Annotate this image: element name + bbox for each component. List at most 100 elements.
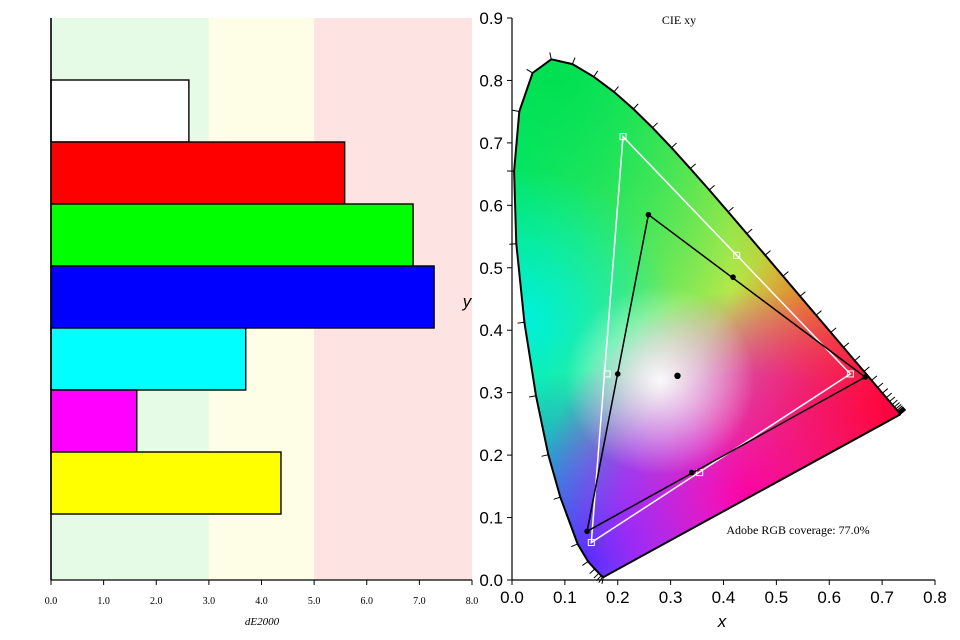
cie-y-tick-label: 0.2: [479, 446, 503, 465]
bar-2: [50, 203, 414, 267]
wavelength-tick: [843, 342, 850, 348]
reference-gamut-point: [587, 539, 595, 547]
bar-x-tick-label: 4.0: [255, 596, 268, 607]
wavelength-tick: [633, 103, 639, 110]
measured-gamut-point: [645, 211, 652, 218]
cie-y-tick-label: 0.3: [479, 384, 503, 403]
cie-x-tick-label: 0.2: [606, 588, 630, 607]
wavelength-tick: [529, 395, 537, 398]
bar-1: [50, 141, 346, 205]
wavelength-tick: [690, 163, 696, 169]
wavelength-tick: [899, 408, 906, 414]
cie-x-tick-label: 0.6: [817, 588, 841, 607]
wavelength-tick: [652, 122, 658, 129]
wavelength-tick: [898, 407, 905, 413]
bar-x-tick-label: 8.0: [466, 596, 479, 607]
wavelength-tick: [613, 86, 619, 93]
cie-y-tick-label: 0.1: [479, 509, 503, 528]
cie-y-tick-label: 0.5: [479, 259, 503, 278]
bar-x-tick-label: 6.0: [361, 596, 374, 607]
cie-y-tick-label: 0.4: [479, 321, 503, 340]
bar-x-tick-label: 3.0: [203, 596, 216, 607]
measured-gamut-point: [614, 371, 621, 377]
measured-gamut-point: [862, 374, 869, 380]
cie-y-tick-label: 0.0: [479, 571, 503, 590]
cie-y-tick-label: 0.6: [479, 196, 503, 215]
cie-x-tick-label: 0.7: [870, 588, 894, 607]
spectral-locus-fill: [514, 59, 901, 578]
wavelength-tick: [570, 543, 578, 548]
wavelength-tick: [893, 402, 900, 408]
cie-x-tick-label: 0.3: [659, 588, 683, 607]
cie-x-axis-label: x: [717, 612, 727, 631]
reference-gamut-point: [733, 251, 741, 259]
wavelength-tick: [871, 375, 878, 381]
wavelength-tick: [885, 392, 892, 399]
cie-title: CIE xy: [662, 13, 696, 27]
wavelength-tick: [854, 355, 861, 361]
wavelength-tick: [593, 572, 600, 579]
cie-x-tick-label: 0.0: [500, 588, 524, 607]
wavelength-tick: [589, 568, 596, 575]
wavelength-tick: [526, 68, 533, 74]
cie-y-tick-label: 0.8: [479, 71, 503, 90]
reference-gamut-triangle: [590, 134, 852, 544]
reference-gamut-point: [619, 133, 627, 141]
bar-x-tick-label: 0.0: [45, 596, 58, 607]
wavelength-tick: [897, 406, 904, 412]
bar-x-axis-label: dE2000: [245, 616, 280, 628]
reference-gamut-point: [846, 370, 854, 378]
wavelength-tick: [764, 250, 771, 256]
wavelength-tick: [889, 396, 896, 402]
wavelength-tick: [671, 142, 677, 149]
measured-gamut-point: [730, 274, 736, 280]
cie-x-tick-label: 0.4: [712, 588, 736, 607]
cie-y-tick-label: 0.9: [479, 9, 503, 28]
bar-x-tick-label: 5.0: [308, 596, 321, 607]
wavelength-tick: [900, 409, 907, 415]
cie-xy-chart: 0.0 0.1 0.2 0.3 0.4 0.5 0.6 0.7 0.8 0.0 0.1 0.2 0.3 0…: [462, 9, 947, 631]
measured-gamut-point: [688, 469, 695, 476]
coverage-annotation: Adobe RGB coverage: 77.0%: [726, 523, 869, 537]
wavelength-tick: [746, 228, 753, 235]
wavelength-tick: [863, 366, 870, 372]
wavelength-tick: [882, 388, 889, 394]
wavelength-tick: [895, 403, 902, 410]
cie-x-tick-label: 0.1: [553, 588, 577, 607]
wavelength-tick: [830, 327, 837, 333]
wavelength-ticks: [507, 52, 907, 584]
measured-gamut-point: [584, 528, 590, 535]
wavelength-tick: [896, 405, 903, 411]
white-point: [674, 372, 681, 380]
wavelength-tick: [877, 382, 884, 388]
cie-y-tick-label: 0.7: [479, 134, 503, 153]
bar-x-tick-label: 2.0: [150, 596, 163, 607]
bar-x-tick-label: 1.0: [97, 596, 110, 607]
wavelength-tick: [815, 310, 822, 316]
wavelength-tick: [512, 109, 520, 113]
wavelength-tick: [782, 271, 789, 277]
wavelength-tick: [582, 561, 589, 566]
wavelength-tick: [898, 407, 905, 414]
wavelength-tick: [799, 291, 806, 297]
wavelength-tick: [727, 206, 734, 213]
wavelength-tick: [571, 57, 576, 65]
wavelength-tick: [553, 496, 561, 500]
bar-3: [50, 265, 435, 329]
cie-y-axis-label: y: [462, 292, 473, 311]
bar-4: [50, 327, 247, 391]
cie-x-tick-label: 0.8: [923, 588, 947, 607]
cie-x-tick-label: 0.5: [765, 588, 789, 607]
bar-0: [50, 79, 190, 143]
wavelength-tick: [517, 321, 525, 324]
wavelength-tick: [549, 52, 552, 60]
bar-6: [50, 451, 282, 515]
reference-gamut-point: [603, 370, 611, 378]
wavelength-tick: [593, 70, 599, 78]
bar-x-tick-label: 7.0: [413, 596, 426, 607]
wavelength-tick: [891, 399, 898, 405]
de2000-bar-chart: 0.0 1.0 2.0 3.0 4.0 5.0 6.0 7.0 8.0 dE2000: [45, 18, 479, 628]
bar-5: [50, 389, 138, 453]
wavelength-tick: [541, 454, 549, 457]
